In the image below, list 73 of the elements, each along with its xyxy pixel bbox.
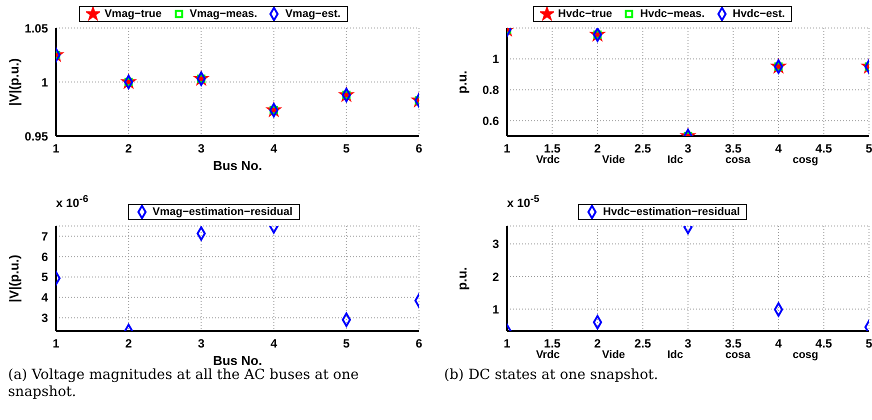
x-tick-label: 6 [416,336,423,351]
y-tick-label: 6 [41,250,48,264]
x-tick-label: 4 [270,142,278,156]
x-tick-label: 1 [52,142,60,156]
text: cosa [725,154,750,166]
x-tick-label: 2 [594,336,602,351]
legend-label: Vmag−estimation−residual [152,206,292,218]
x-axis-title: Bus No. [212,158,262,173]
x-tick-label: 3 [198,336,205,351]
text: Vide [602,349,626,361]
x-tick-label: 2 [594,142,602,156]
y-tick-label: 1 [492,52,500,66]
y-tick-label: 3 [492,237,500,252]
x-tick-label: 4 [775,336,782,351]
x-tick-label: 3 [684,142,692,156]
y-tick-label: 5 [41,270,48,284]
x-tick-label: 4.5 [815,336,832,351]
y-tick-label: 1.05 [24,21,48,36]
text: cosg [792,154,818,166]
y-tick-label: 0.8 [482,82,500,97]
y-axis-title: |V|(p.u.) [6,254,22,302]
x-tick-label: 3 [684,336,692,351]
x-tick-label: 1 [504,336,511,351]
x-tick-label: 2.5 [634,336,652,351]
x-tick-label: 2 [125,142,132,156]
x-tick-label: 5 [343,142,350,156]
x-tick-label: 3 [198,142,205,156]
y-tick-label: 0.6 [482,114,500,128]
y-tick-label: 4 [41,290,48,305]
x-tick-label: 1.5 [544,336,561,351]
text: x 10$^{-5}$ [507,194,540,210]
legend-label: Vmag−meas. [190,8,258,20]
text: Vrdc [536,349,560,361]
text: (b) DC states at one snapshot. [444,367,660,384]
y-tick-label: 3 [41,311,48,326]
text: Idc [667,349,684,361]
legend-label: Hvdc−meas. [640,8,705,20]
x-tick-label: 2 [125,336,132,351]
point [592,28,602,42]
text: Vrdc [536,154,560,166]
text: cosa [725,349,750,361]
x-tick-label: 1.5 [544,142,561,156]
x-tick-label: 4.5 [815,142,832,156]
y-axis-title: |V|(p.u.) [6,58,22,106]
y-tick-label: 2 [492,270,500,284]
x-tick-label: 3.5 [724,336,742,351]
text: Vide [602,154,626,166]
text: x 10$^{-6}$ [56,194,88,210]
x-tick-label: 5 [866,142,872,156]
text: (a) Voltage magnitudes at all the AC buses at one snapshot. [8,367,360,401]
x-tick-label: 2.5 [634,142,652,156]
y-tick-label: 1 [492,302,500,316]
legend-label: Hvdc−estimation−residual [603,206,740,218]
x-tick-label: 5 [343,336,350,351]
x-tick-label: 4 [270,336,278,351]
x-tick-label: 4 [775,142,782,156]
y-axis-title: p.u. [454,70,470,94]
x-tick-label: 6 [416,142,423,156]
legend-label: Hvdc−est. [732,8,785,20]
x-tick-label: 1 [52,336,60,351]
x-tick-label: 3.5 [724,142,742,156]
legend-label: Vmag−true [104,8,162,20]
y-tick-label: 0.95 [24,129,48,144]
text: cosg [792,349,818,361]
y-tick-label: 1 [41,75,48,90]
text: Idc [667,154,684,166]
x-tick-label: 1 [504,142,511,156]
x-tick-label: 5 [866,336,872,351]
legend-label: Vmag−est. [285,8,341,20]
y-tick-label: 7 [41,229,48,244]
y-axis-title: p.u. [454,266,470,290]
x-axis-title: Bus No. [212,353,262,368]
legend-label: Hvdc−true [558,8,612,20]
